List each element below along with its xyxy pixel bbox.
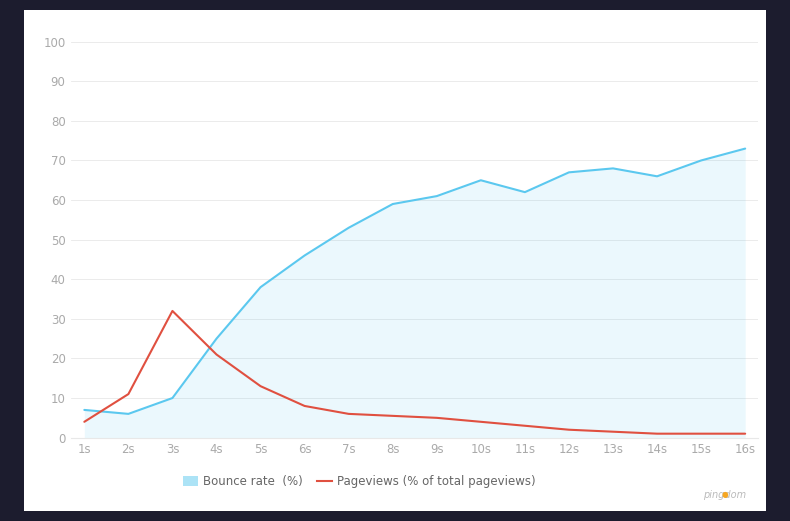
Legend: Bounce rate  (%), Pageviews (% of total pageviews): Bounce rate (%), Pageviews (% of total p…	[179, 470, 541, 493]
Text: ●: ●	[722, 490, 728, 499]
Text: pingdom: pingdom	[703, 490, 747, 500]
